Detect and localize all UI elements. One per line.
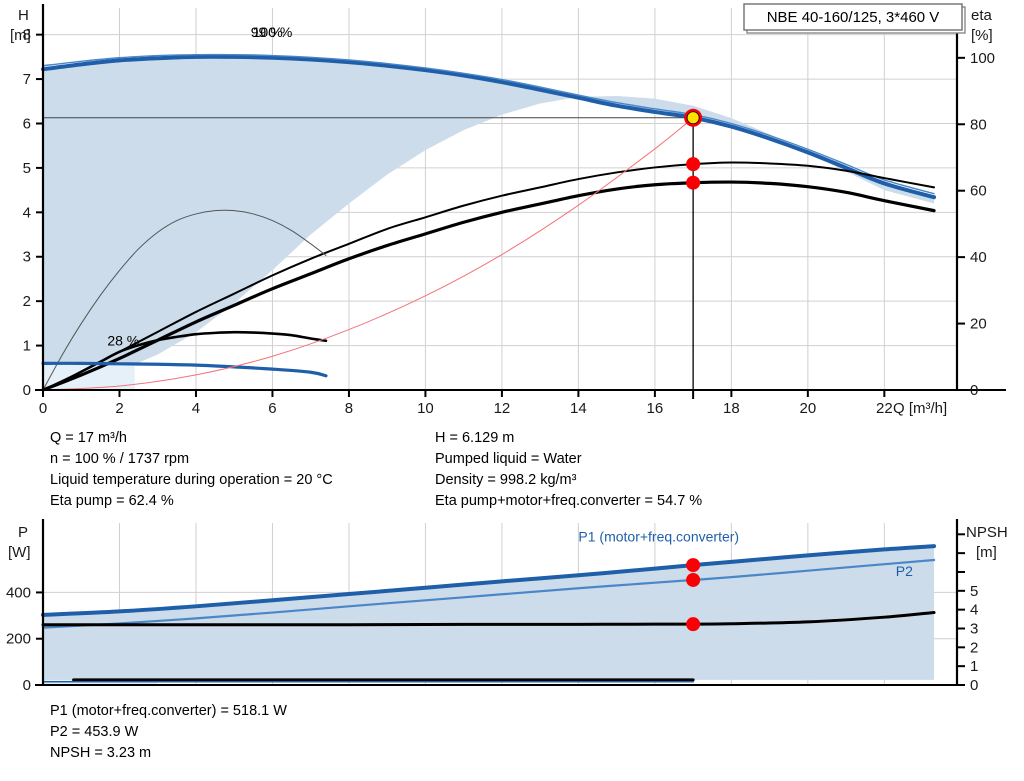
readout-bottom-left-line-1: P1 (motor+freq.converter) = 518.1 W: [50, 703, 287, 719]
top-x-tick-label: 8: [345, 400, 353, 417]
top-y-tick-label-right: 20: [970, 316, 987, 333]
curve-h-curve-99-thin-blue: [42, 53, 935, 195]
readout-bottom-left-line-3: NPSH = 3.23 m: [50, 745, 152, 761]
top-x-axis-title: Q [m³/h]: [893, 400, 947, 417]
top-y-tick-label-left: 7: [23, 71, 31, 88]
top-y-axis-title-left-line1: H: [18, 7, 29, 24]
curve-npsh: [41, 610, 936, 627]
readout-top-left-line-4: Eta pump = 62.4 %: [50, 493, 174, 509]
top-chart-annotation-1: 100 %: [253, 24, 293, 40]
readout-top-left-line-1: Q = 17 m³/h: [50, 430, 127, 446]
top-y-axis-title-right-line2: [%]: [971, 27, 993, 44]
readout-top-left-line-3: Liquid temperature during operation = 20…: [50, 472, 333, 488]
top-y-tick-label-left: 8: [23, 27, 31, 44]
top-x-tick-label: 2: [115, 400, 123, 417]
readout-bottom-left-line-2: P2 = 453.9 W: [50, 724, 139, 740]
bottom-y-axis-title-left-line2: [W]: [8, 544, 31, 561]
top-y-tick-label-right: 100: [970, 50, 995, 67]
bottom-y-tick-label-right: 2: [970, 639, 978, 656]
top-chart-annotation-2: 99 %: [251, 24, 283, 40]
readout-top-right-line-4: Eta pump+motor+freq.converter = 54.7 %: [435, 493, 703, 509]
readout-top-right-line-2: Pumped liquid = Water: [435, 451, 582, 467]
curve-eta-28-part-load-curve-thin-grey: [42, 209, 327, 391]
top-y-tick-label-right: 0: [970, 382, 978, 399]
top-y-tick-label-left: 5: [23, 160, 31, 177]
bottom-y-tick-label-left: 400: [6, 584, 31, 601]
top-y-tick-label-left: 0: [23, 382, 31, 399]
duty-point-readout-top: Q = 17 m³/h n = 100 % / 1737 rpm Liquid te…: [50, 428, 702, 512]
readout-top-right-line-3: Density = 998.2 kg/m³: [435, 472, 577, 488]
bottom-y-tick-label-right: 5: [970, 583, 978, 600]
top-x-tick-label: 14: [570, 400, 587, 417]
curve-system-pipe-characteristic-red: [42, 117, 694, 391]
bottom-chart-annotation-1: P1 (motor+freq.converter): [578, 529, 739, 545]
title-box-label: NBE 40-160/125, 3*460 V: [767, 9, 940, 26]
eta-duty-marker-2: [686, 157, 701, 172]
top-operating-envelope: [43, 56, 935, 365]
curve-p2: [41, 558, 936, 629]
top-x-tick-label: 0: [39, 400, 47, 417]
readout-bottom-left-column: P1 (motor+freq.converter) = 518.1 W P2 = …: [50, 701, 287, 764]
top-x-tick-label: 20: [800, 400, 817, 417]
top-chart-annotation-3: 28 %: [107, 333, 139, 349]
top-x-tick-label: 18: [723, 400, 740, 417]
bottom-y-axis-title-left-line1: P: [18, 524, 28, 541]
top-x-tick-label: 6: [268, 400, 276, 417]
readout-top-right-column: H = 6.129 m Pumped liquid = Water Density …: [435, 428, 702, 512]
bottom-y-tick-label-right: 0: [970, 677, 978, 694]
bottom-y-tick-label-left: 0: [23, 677, 31, 694]
curve-eta-low-speed-black-short: [41, 330, 328, 392]
bottom-y-axis-title-right-line2: [m]: [976, 544, 997, 561]
top-y-tick-label-right: 80: [970, 116, 987, 133]
curve-h-curve-100-thick-blue: [41, 54, 937, 200]
top-y-tick-label-left: 4: [23, 204, 31, 221]
top-y-tick-label-left: 3: [23, 249, 31, 266]
readout-top-left-line-2: n = 100 % / 1737 rpm: [50, 451, 190, 467]
top-y-tick-label-left: 1: [23, 338, 31, 355]
top-y-tick-label-left: 6: [23, 115, 31, 132]
duty-point-marker: [686, 111, 700, 125]
curve-h-curve-28-blue-low-speed: [41, 361, 328, 378]
top-y-axis-title-left-line2: [m]: [10, 27, 31, 44]
bottom-y-axis-title-right-line1: NPSH: [966, 524, 1008, 541]
power-npsh-chart: 0 200 400 0 1 2 34 5 P [W] NPSH [m] P1 (motor+freq.c…: [6, 519, 1008, 694]
top-y-tick-label-left: 2: [23, 293, 31, 310]
bottom-chart-annotation-2: P2: [896, 563, 913, 579]
readout-top-right-line-1: H = 6.129 m: [435, 430, 515, 446]
duty-point-readout-bottom: P1 (motor+freq.converter) = 518.1 W P2 = …: [50, 701, 287, 764]
top-y-tick-label-right: 40: [970, 249, 987, 266]
p1-duty-marker: [686, 558, 701, 573]
top-x-tick-label: 16: [647, 400, 664, 417]
top-x-tick-label: 4: [192, 400, 200, 417]
top-y-axis-title-right-line1: eta: [971, 7, 993, 24]
bottom-y-tick-label-left: 200: [6, 631, 31, 648]
curve-eta-pump-motor-freq-converter-black: [42, 161, 936, 391]
title-box: [743, 3, 963, 31]
bottom-y-tick-label-right: 1: [970, 658, 978, 675]
p2-duty-marker: [686, 572, 701, 587]
top-x-tick-label: 12: [494, 400, 511, 417]
bottom-y-tick-label-right: 4: [970, 602, 978, 619]
curve-p1-motor-freq-converter: [41, 544, 937, 617]
readout-top-left-column: Q = 17 m³/h n = 100 % / 1737 rpm Liquid te…: [50, 428, 435, 512]
curve-eta-pump-thick-black: [41, 180, 936, 392]
bottom-y-tick-label-right: 3: [970, 620, 978, 637]
eta-duty-marker-1: [686, 175, 701, 190]
top-y-tick-label-right: 60: [970, 183, 987, 200]
top-x-tick-label: 22: [876, 400, 893, 417]
npsh-duty-marker: [686, 617, 701, 632]
top-x-tick-label: 10: [417, 400, 434, 417]
